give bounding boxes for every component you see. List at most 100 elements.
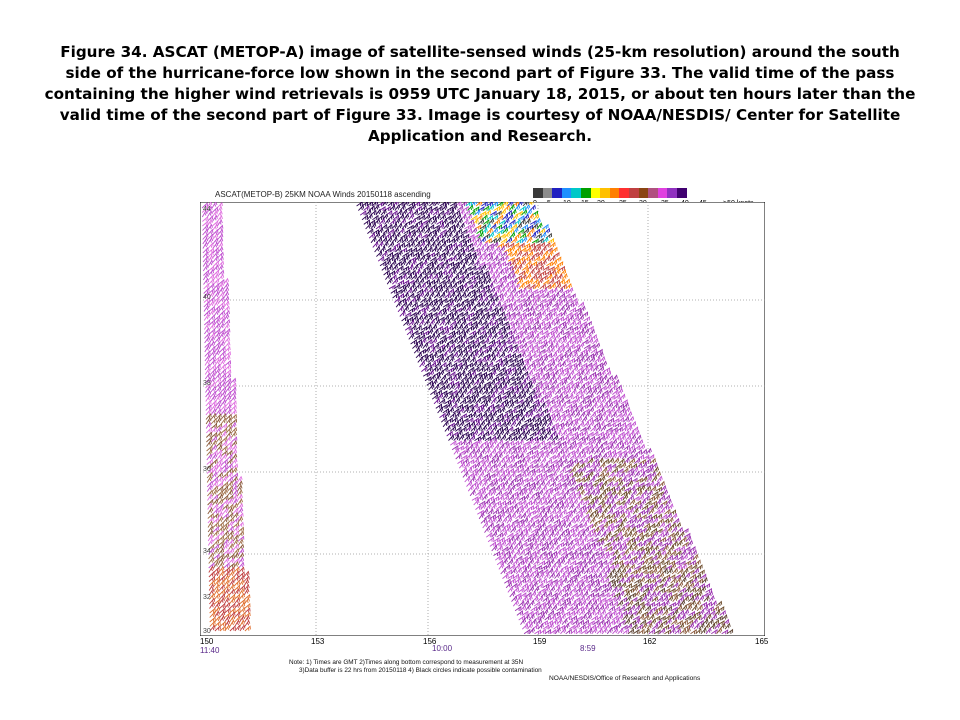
wind-barb: [416, 273, 423, 280]
wind-barb: [457, 458, 464, 464]
wind-barb: [544, 508, 551, 515]
wind-barb: [435, 297, 443, 303]
wind-barb: [664, 522, 671, 529]
wind-barb: [655, 606, 663, 612]
wind-barb: [499, 301, 507, 308]
wind-barb: [436, 380, 444, 386]
wind-barb: [648, 628, 656, 635]
wind-barb: [594, 342, 601, 349]
wind-barb: [217, 530, 224, 537]
wind-barb: [509, 590, 516, 598]
wind-barb: [498, 325, 506, 331]
wind-barb: [641, 476, 648, 483]
wind-barb: [671, 567, 679, 575]
wind-barb: [413, 202, 420, 207]
wind-barb: [456, 403, 464, 409]
wind-barb: [222, 499, 229, 506]
wind-barb: [658, 627, 666, 635]
wind-barb: [453, 434, 460, 441]
wind-barb: [461, 417, 469, 423]
wind-barb: [453, 209, 460, 216]
wind-barb: [547, 609, 555, 616]
wind-barb: [502, 213, 509, 221]
wind-barb: [477, 430, 484, 437]
wind-barb: [698, 569, 705, 575]
wind-barb: [503, 443, 510, 451]
wind-barb: [489, 286, 496, 294]
wind-barb: [584, 411, 591, 418]
wind-barb: [505, 357, 513, 363]
wind-barb: [617, 508, 624, 515]
wind-barb: [511, 582, 518, 589]
wind-barb: [448, 330, 456, 336]
wind-barb: [485, 503, 492, 510]
wind-barb: [482, 521, 489, 529]
wind-barb: [535, 260, 543, 267]
wind-barb: [565, 403, 573, 409]
wind-barb: [206, 453, 213, 461]
wind-barb: [640, 569, 648, 575]
wind-barb: [670, 550, 677, 556]
wind-barb: [499, 406, 506, 414]
wind-barb: [224, 372, 232, 380]
wind-barb: [633, 535, 640, 543]
wind-barb: [442, 379, 449, 386]
wind-barb: [524, 577, 532, 584]
wind-barb: [608, 394, 616, 400]
wind-barb: [518, 360, 525, 368]
wind-barb: [602, 471, 610, 478]
wind-barb: [503, 282, 510, 290]
wind-barb: [563, 583, 570, 589]
wind-barb: [214, 358, 221, 366]
wind-barb: [470, 202, 477, 207]
wind-barb: [488, 339, 495, 345]
wind-barb: [426, 261, 434, 267]
wind-barb: [524, 550, 531, 556]
wind-barb: [207, 259, 214, 267]
wind-barb: [572, 434, 580, 441]
wind-barb: [566, 577, 573, 584]
wind-barb: [219, 625, 226, 632]
wind-barb: [522, 202, 529, 207]
wind-barb: [519, 592, 527, 598]
wind-barb: [498, 562, 505, 570]
wind-barb: [525, 618, 532, 625]
wind-barb: [431, 246, 438, 253]
wind-barb: [588, 420, 595, 428]
wind-barb: [579, 517, 586, 524]
wind-barb: [651, 491, 659, 497]
wind-barb: [366, 213, 373, 221]
wind-barb: [588, 447, 595, 455]
wind-barb: [673, 560, 681, 566]
wind-barb: [605, 545, 613, 552]
wind-barb: [594, 581, 601, 589]
wind-barb: [509, 338, 516, 345]
wind-barb: [495, 210, 502, 216]
wind-barb: [484, 287, 491, 294]
wind-barb: [528, 585, 535, 593]
wind-barb: [635, 567, 642, 575]
wind-barb: [599, 490, 607, 497]
wind-barb: [662, 544, 669, 552]
wind-barb: [635, 434, 642, 441]
wind-barb: [592, 380, 600, 386]
wind-barb: [553, 264, 560, 271]
wind-barb: [527, 292, 534, 299]
wind-barb: [420, 325, 428, 331]
wind-barb: [227, 489, 234, 497]
wind-barb: [564, 586, 571, 593]
wind-barb: [525, 365, 532, 372]
wind-barb: [654, 471, 661, 478]
wind-barb: [436, 205, 443, 211]
wind-barb: [488, 458, 495, 464]
wind-barb: [542, 475, 549, 483]
wind-barb: [528, 375, 536, 382]
wind-barb: [469, 265, 477, 271]
wind-barb: [500, 342, 507, 349]
wind-barb: [534, 324, 542, 331]
wind-barb: [486, 439, 493, 446]
wind-barb: [382, 213, 389, 221]
wind-barb: [569, 531, 576, 538]
wind-barb: [589, 489, 596, 497]
colorbar-swatch: [667, 188, 677, 198]
